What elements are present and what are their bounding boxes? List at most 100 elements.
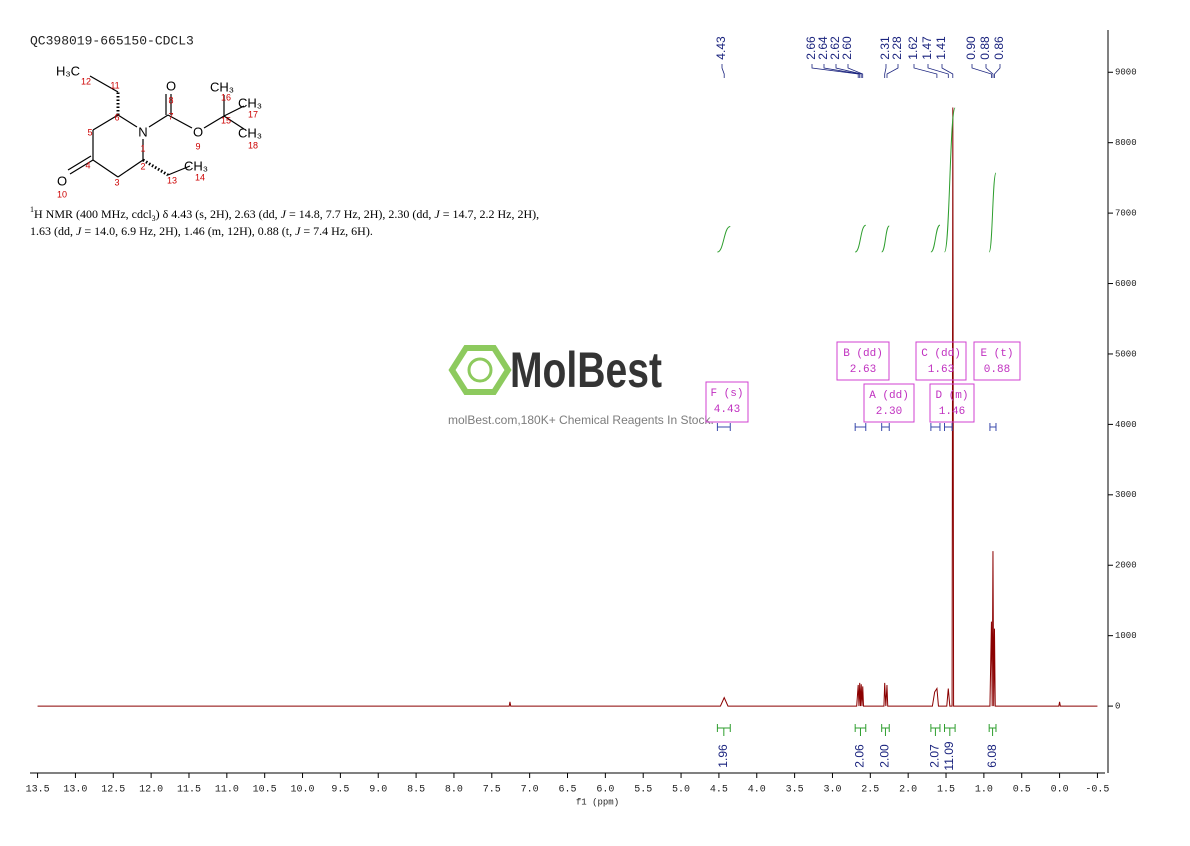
peak-label: 2.31 — [878, 36, 892, 60]
multiplet-box — [836, 341, 890, 381]
atom-number: 4 — [85, 160, 90, 170]
y-tick-label: 9000 — [1115, 68, 1137, 78]
peak-connector — [721, 64, 725, 78]
x-tick-label: 2.5 — [861, 785, 879, 796]
x-tick-label: 9.5 — [331, 785, 349, 796]
title: QC398019-665150-CDCL3 — [30, 33, 194, 48]
atom-label: H₃C — [56, 63, 80, 78]
atom-number: 2 — [140, 161, 145, 171]
peak-label: 1.62 — [906, 36, 920, 60]
multiplet-shift: 0.88 — [984, 364, 1010, 376]
multiplet-shift: 2.63 — [850, 364, 876, 376]
peak-label: 2.64 — [816, 36, 830, 60]
multiplet-range — [881, 423, 890, 431]
watermark: MolBest molBest.com,180K+ Chemical Reage… — [448, 342, 714, 427]
integral-label: 2.06 — [853, 744, 867, 768]
x-tick-label: 11.0 — [215, 785, 239, 796]
description-segment: 1 — [30, 205, 34, 214]
structure: H₃C O CH₃ CH₃ N O CH₃ CH₃ O 12 11 8 7 16 15 17 18 5 6 1 9 4 2 3… — [56, 63, 262, 199]
x-tick-label: 10.5 — [253, 785, 277, 796]
atom-number: 6 — [114, 112, 119, 122]
x-tick-label: 13.5 — [26, 785, 50, 796]
multiplet-label: D (m) — [935, 390, 968, 402]
y-tick-label: 6000 — [1115, 279, 1137, 289]
bond — [117, 159, 144, 178]
x-tick-label: 10.0 — [291, 785, 315, 796]
atom-number: 17 — [248, 109, 258, 119]
y-tick-label: 2000 — [1115, 561, 1137, 571]
peak-label: 0.88 — [978, 36, 992, 60]
x-tick-label: 6.5 — [558, 785, 576, 796]
x-tick-label: 7.0 — [521, 785, 539, 796]
description-segment: J — [281, 207, 287, 221]
x-tick-label: 7.5 — [483, 785, 501, 796]
integral-label: 6.08 — [985, 744, 999, 768]
atom-label: CH₃ — [184, 158, 208, 173]
integral-label: 11.09 — [942, 741, 956, 770]
peak-connector — [811, 64, 859, 78]
x-axis-label: f1 (ppm) — [576, 797, 619, 807]
y-tick-label: 5000 — [1115, 349, 1137, 359]
bond — [92, 159, 119, 178]
x-tick-label: 12.0 — [139, 785, 163, 796]
logo-text: MolBest — [510, 342, 662, 398]
x-tick-label: 4.5 — [710, 785, 728, 796]
x-tick-label: 5.0 — [672, 785, 690, 796]
x-tick-label: 2.0 — [899, 785, 917, 796]
multiplet-range — [930, 423, 941, 431]
multiplet-shift: 4.43 — [714, 404, 740, 416]
description-segment: J — [76, 224, 82, 238]
x-tick-label: 1.5 — [937, 785, 955, 796]
bond — [167, 114, 193, 129]
multiplet-shift: 1.46 — [939, 406, 965, 418]
peak-label: 1.47 — [920, 36, 934, 60]
peak-label: 0.90 — [964, 36, 978, 60]
integral-label: 2.00 — [878, 744, 892, 768]
atom-number: 12 — [81, 76, 91, 86]
spectrum-line — [37, 107, 1098, 707]
peak-connector — [971, 64, 992, 78]
y-tick-label: 3000 — [1115, 490, 1137, 500]
description-segment: = 14.7, 2.2 Hz, 2H), — [440, 207, 539, 221]
x-tick-label: 12.5 — [101, 785, 125, 796]
peak-connector — [884, 64, 887, 78]
description-line: 1H NMR (400 MHz, cdcl3) δ 4.43 (s, 2H), … — [30, 205, 539, 223]
multiplet-range — [989, 423, 997, 431]
atom-number: 10 — [57, 189, 67, 199]
x-tick-label: 11.5 — [177, 785, 201, 796]
x-tick-label: 9.0 — [369, 785, 387, 796]
atom-label: O — [193, 124, 203, 139]
integral-curve — [988, 172, 997, 253]
atom-number: 7 — [168, 111, 173, 121]
description-segment: = 14.8, 7.7 Hz, 2H), 2.30 (dd, — [286, 207, 434, 221]
integral-curve — [717, 226, 731, 253]
bond — [67, 155, 92, 171]
integral-curve — [854, 224, 867, 253]
integral-range — [854, 724, 867, 736]
x-tick-label: 13.0 — [63, 785, 87, 796]
peak-connector — [835, 64, 862, 78]
peak-connector — [927, 64, 949, 78]
multiplet-shift: 2.30 — [876, 406, 902, 418]
description-segment: ) δ 4.43 (s, 2H), 2.63 (dd, — [156, 207, 281, 221]
peak-connector — [913, 64, 938, 78]
description-segment: H NMR (400 MHz, cdcl — [34, 207, 152, 221]
x-tick-label: 8.5 — [407, 785, 425, 796]
integral-range — [930, 724, 941, 736]
bond — [223, 105, 245, 117]
peak-connector — [941, 64, 954, 78]
atom-number: 15 — [221, 115, 231, 125]
multiplet-label: A (dd) — [869, 390, 909, 402]
peak-label: 0.86 — [992, 36, 1006, 60]
peak-connector — [847, 64, 864, 78]
x-tick-label: 0.5 — [1013, 785, 1031, 796]
bond — [148, 114, 169, 128]
atom-label: O — [57, 173, 67, 188]
peak-connector — [823, 64, 861, 78]
multiplet-box — [973, 341, 1021, 381]
integral-curve — [930, 224, 941, 253]
x-tick-label: 3.0 — [823, 785, 841, 796]
peak-connector — [994, 64, 1001, 78]
atom-label: CH₃ — [210, 79, 234, 94]
